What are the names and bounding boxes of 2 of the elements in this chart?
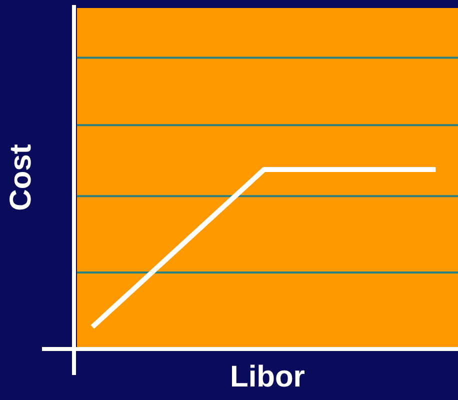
- x-axis-title: Libor: [230, 360, 306, 394]
- y-axis-title: Cost: [4, 144, 38, 211]
